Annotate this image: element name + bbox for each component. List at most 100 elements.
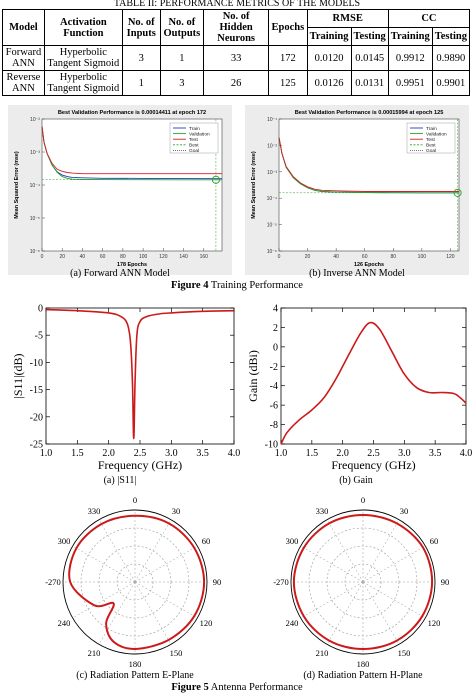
header-model: Model bbox=[2, 8, 45, 47]
legend-label-goal: Goal bbox=[189, 148, 199, 154]
y-tick-label: 10⁻³ bbox=[30, 150, 40, 156]
polar-angle-label: 180 bbox=[129, 659, 142, 669]
radiation-pattern-curve bbox=[292, 513, 434, 651]
x-tick-label: 20 bbox=[305, 254, 311, 260]
x-tick-label: 4.0 bbox=[460, 448, 473, 459]
polar-angle-label: 210 bbox=[88, 648, 101, 658]
y-tick-label: -6 bbox=[270, 401, 278, 412]
gain-chart: 4 2 0 -2 -4 -6 -8 -101.0 1.5 2.0 2.5 3.0 3.5 4.0 Frequ… bbox=[246, 304, 473, 473]
polar-spoke bbox=[362, 581, 426, 619]
polar-spoke bbox=[300, 545, 364, 583]
polar-angle-label: 150 bbox=[398, 648, 411, 658]
y-axis-label: Gain (dBi) bbox=[246, 350, 260, 402]
x-tick-label: 2.0 bbox=[102, 448, 115, 459]
header-cc-training: Training bbox=[387, 27, 433, 47]
series-line-test bbox=[278, 137, 459, 192]
polar-angle-label: 210 bbox=[316, 648, 329, 658]
chart-title: Best Validation Performance is 0.0001441… bbox=[58, 110, 206, 116]
y-tick-label: -8 bbox=[270, 420, 278, 431]
y-tick-label: 10⁻¹ bbox=[267, 117, 277, 123]
x-tick-label: 80 bbox=[120, 254, 126, 260]
polar-spoke bbox=[134, 545, 198, 583]
cell-cc-train: 0.9951 bbox=[387, 70, 433, 97]
x-tick-label: 140 bbox=[179, 254, 188, 260]
x-tick-label: 2.0 bbox=[336, 448, 349, 459]
polar-spoke bbox=[134, 581, 198, 619]
header-inputs: No. of Inputs bbox=[121, 8, 161, 47]
header-cc: CC bbox=[387, 8, 471, 29]
fig5c-caption: (c) Radiation Pattern E-Plane bbox=[76, 670, 194, 681]
cell-epochs: 172 bbox=[268, 45, 308, 72]
figure4-text: Training Performance bbox=[208, 280, 303, 291]
x-tick-label: 4.0 bbox=[228, 448, 240, 459]
polar-angle-label: 30 bbox=[172, 506, 181, 516]
x-axis-label: 178 Epochs bbox=[117, 262, 147, 268]
cell-rmse-train: 0.0120 bbox=[306, 45, 352, 72]
polar-spoke bbox=[98, 519, 136, 583]
y-axis-label: |S11|(dB) bbox=[11, 353, 25, 398]
y-tick-label: 10⁻⁶ bbox=[30, 249, 40, 255]
chart-title: Best Validation Performance is 0.0001599… bbox=[295, 110, 444, 116]
polar-angle-label: 300 bbox=[286, 536, 299, 546]
y-tick-label: 10⁻⁵ bbox=[267, 223, 277, 229]
polar-angle-label: 330 bbox=[316, 506, 329, 516]
polar-angle-label: 60 bbox=[430, 536, 439, 546]
legend-label-goal: Goal bbox=[426, 148, 436, 154]
polar-outer-ring bbox=[62, 509, 208, 655]
header-outputs: No. of Outputs bbox=[159, 8, 205, 47]
cell-epochs: 125 bbox=[268, 70, 308, 97]
y-tick-label: 10⁻² bbox=[267, 143, 277, 149]
cell-model: Forward ANN bbox=[2, 45, 45, 72]
legend-label-test: Test bbox=[426, 137, 435, 143]
figure5-text: Antenna Performance bbox=[208, 682, 303, 693]
polar-angle-label: 330 bbox=[88, 506, 101, 516]
polar-spoke bbox=[134, 581, 172, 645]
cell-model: Reverse ANN bbox=[2, 70, 45, 97]
header-activation: Activation Function bbox=[43, 8, 123, 47]
x-tick-label: 100 bbox=[139, 254, 148, 260]
cell-activation: Hyperbolic Tangent Sigmoid bbox=[43, 45, 123, 72]
polar-angle-label: 30 bbox=[400, 506, 409, 516]
h-plane-polar-chart: 0 30 60 90 120 150 180 210 240 -270 300 330 bbox=[273, 495, 450, 669]
polar-spoke bbox=[300, 581, 364, 619]
x-tick-label: 3.5 bbox=[429, 448, 442, 459]
y-tick-label: 4 bbox=[273, 304, 278, 315]
figure4-label: Figure 4 bbox=[171, 280, 209, 291]
x-tick-label: 20 bbox=[59, 254, 65, 260]
polar-outer-ring bbox=[290, 509, 436, 655]
y-tick-label: 10⁻³ bbox=[267, 170, 277, 176]
x-axis-label: Frequency (GHz) bbox=[98, 458, 182, 472]
x-tick-label: 40 bbox=[333, 254, 339, 260]
x-tick-label: 120 bbox=[159, 254, 168, 260]
polar-spoke bbox=[72, 545, 136, 583]
legend-label-train: Train bbox=[426, 126, 437, 132]
polar-angle-label: 0 bbox=[361, 495, 365, 505]
polar-angle-label: 60 bbox=[202, 536, 211, 546]
y-tick-label: 10⁻⁶ bbox=[267, 249, 277, 255]
x-tick-label: 80 bbox=[391, 254, 397, 260]
x-tick-label: 1.0 bbox=[275, 448, 288, 459]
fig5a-caption: (a) |S11| bbox=[103, 475, 137, 486]
legend-label-best: Best bbox=[426, 143, 436, 149]
data-curve bbox=[280, 321, 467, 445]
x-axis-label: Frequency (GHz) bbox=[331, 458, 415, 472]
radiation-pattern-curve bbox=[68, 514, 206, 651]
x-axis-label: 126 Epochs bbox=[354, 262, 384, 268]
s11-chart: 0 -5 -10 -15 -20 -251.0 1.5 2.0 2.5 3.0 3.5 4.0 Freq… bbox=[11, 304, 240, 473]
cell-inputs: 3 bbox=[121, 45, 161, 72]
polar-angle-label: 120 bbox=[428, 618, 441, 628]
y-tick-label: -5 bbox=[35, 331, 43, 342]
fig5d-caption: (d) Radiation Pattern H-Plane bbox=[303, 670, 423, 681]
forward-ann-performance-chart: Best Validation Performance is 0.0001441… bbox=[8, 105, 232, 275]
x-tick-label: 2.5 bbox=[367, 448, 380, 459]
legend-label-test: Test bbox=[189, 137, 198, 143]
header-hidden: No. of Hidden Neurons bbox=[203, 8, 270, 47]
y-tick-label: -20 bbox=[30, 412, 43, 423]
y-tick-label: -15 bbox=[30, 385, 43, 396]
best-point-marker bbox=[211, 175, 220, 184]
y-tick-label: 10⁻⁴ bbox=[30, 183, 40, 189]
polar-angle-label: 90 bbox=[441, 577, 450, 587]
x-tick-label: 3.0 bbox=[165, 448, 178, 459]
best-point-marker bbox=[453, 188, 462, 197]
y-tick-label: -25 bbox=[30, 440, 43, 451]
